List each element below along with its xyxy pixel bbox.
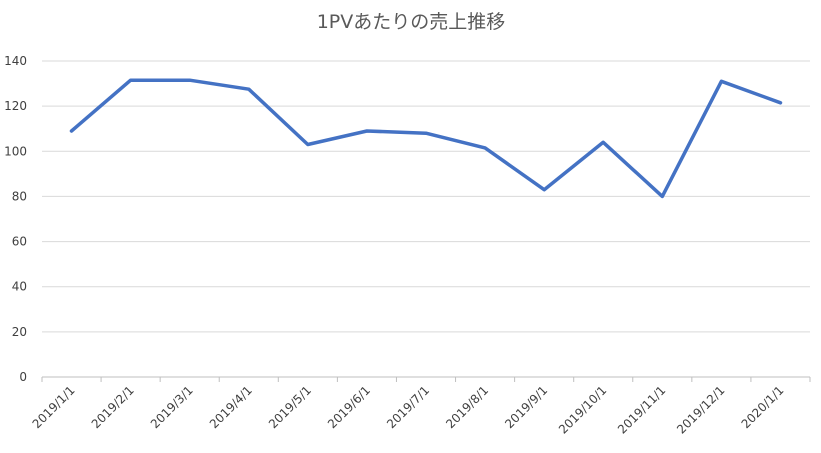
x-tick-label: 2019/11/1 xyxy=(615,383,668,436)
x-tick-label: 2019/4/1 xyxy=(207,383,255,431)
data-point xyxy=(424,132,428,135)
x-tick-label: 2019/2/1 xyxy=(89,383,137,431)
y-tick-label: 40 xyxy=(12,280,27,294)
y-tick-label: 100 xyxy=(4,144,27,158)
data-point xyxy=(661,195,664,198)
x-tick-label: 2019/12/1 xyxy=(674,383,727,436)
data-point xyxy=(129,78,132,82)
y-tick-label: 20 xyxy=(12,325,27,339)
data-point xyxy=(70,129,73,133)
x-tick-label: 2019/5/1 xyxy=(266,383,314,431)
data-point xyxy=(542,188,546,191)
series-line xyxy=(69,78,783,199)
y-tick-label: 80 xyxy=(12,189,27,203)
data-point xyxy=(365,129,369,133)
x-tick-label: 2019/7/1 xyxy=(384,383,432,431)
data-point xyxy=(720,80,723,83)
x-tick-label: 2019/9/1 xyxy=(502,383,550,431)
x-tick-label: 2020/1/1 xyxy=(739,383,787,431)
y-tick-label: 140 xyxy=(4,54,27,68)
data-point xyxy=(779,101,782,104)
data-point xyxy=(602,141,605,144)
x-tick-label: 2019/6/1 xyxy=(325,383,373,431)
x-tick-label: 2019/3/1 xyxy=(148,383,196,431)
data-point xyxy=(188,78,191,82)
y-tick-label: 60 xyxy=(12,235,27,249)
data-point xyxy=(483,146,487,150)
x-axis: 2019/1/1 2019/2/1 2019/3/1 2019/4/1 2019/5/1… xyxy=(30,376,811,437)
x-tick-label: 2019/10/1 xyxy=(556,383,609,436)
y-axis: 0 20 40 60 80 100 120 140 xyxy=(4,54,27,384)
chart-title: 1PVあたりの売上推移 xyxy=(317,11,506,33)
y-tick-label: 120 xyxy=(4,99,27,113)
gridlines xyxy=(42,60,810,333)
series-group xyxy=(69,78,783,199)
x-tick-label: 2019/8/1 xyxy=(443,383,491,431)
y-tick-label: 0 xyxy=(19,370,27,384)
data-point xyxy=(306,143,310,146)
data-point xyxy=(247,88,250,91)
x-tick-label: 2019/1/1 xyxy=(30,383,78,431)
